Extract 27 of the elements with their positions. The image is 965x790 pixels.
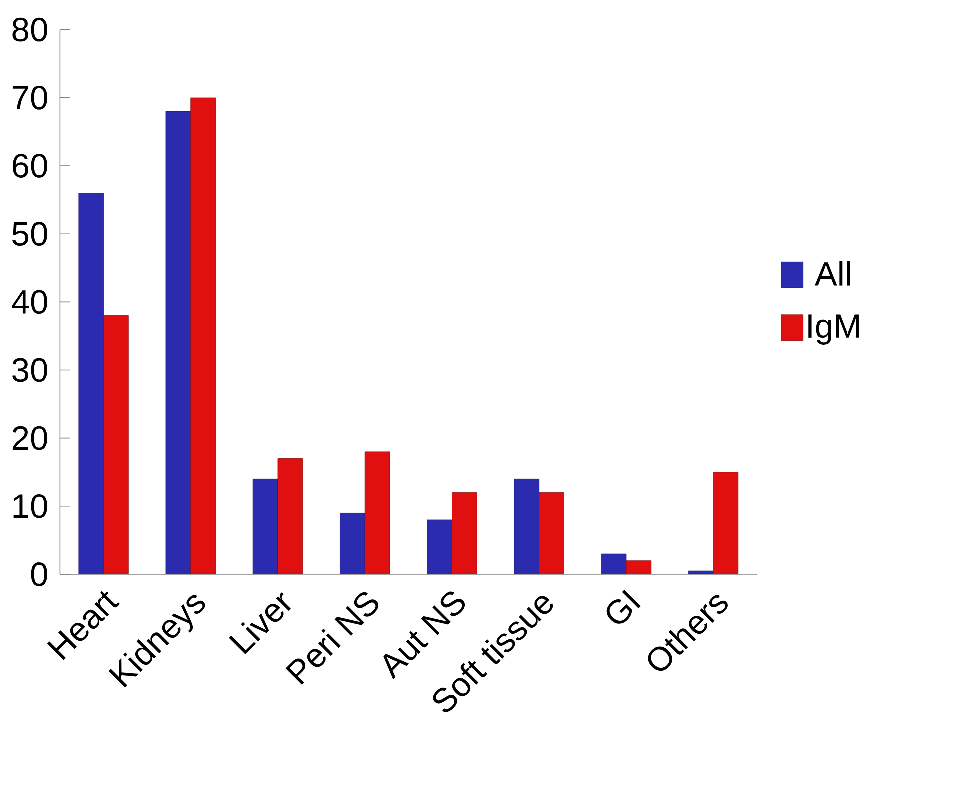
y-tick-label: 80 (12, 18, 48, 42)
y-tick-label: 60 (12, 154, 48, 178)
bar (626, 561, 652, 575)
bar (539, 492, 564, 575)
y-tick-label: 10 (14, 494, 48, 519)
bar (190, 98, 216, 575)
legend-label: All (814, 262, 850, 286)
bar (427, 520, 452, 575)
y-tick-label: 40 (12, 290, 48, 314)
legend-label: IgM (808, 314, 859, 346)
y-tick-label: 20 (12, 426, 48, 450)
bar (514, 479, 540, 575)
y-tick-label: 0 (31, 562, 48, 587)
y-tick-label: 30 (12, 358, 48, 382)
bar (713, 472, 739, 575)
y-tick-label: 50 (12, 222, 48, 246)
bar (340, 513, 366, 575)
bar (166, 112, 192, 575)
bar (78, 193, 104, 575)
bar (278, 458, 304, 575)
bar (364, 452, 390, 575)
bar (252, 479, 278, 575)
y-tick-label: 70 (12, 86, 48, 110)
bar (104, 316, 129, 575)
bar (601, 554, 627, 575)
bar (452, 492, 478, 575)
x-tick-label: GI (606, 590, 641, 624)
